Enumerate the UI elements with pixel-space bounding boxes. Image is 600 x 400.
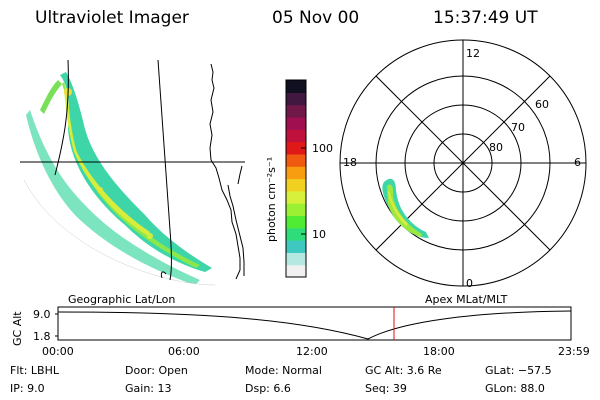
glat-status: GLat: −57.5 <box>485 364 552 377</box>
colorbar-cell <box>286 129 306 143</box>
filter-status: Flt: LBHL <box>10 364 59 377</box>
colorbar-cell <box>286 264 306 278</box>
colorbar-cell <box>286 166 306 180</box>
mlt-label-18: 18 <box>343 156 357 169</box>
colorbar-cell <box>286 240 306 253</box>
colorbar-cell <box>286 141 306 155</box>
colorbar-cell <box>286 215 306 229</box>
ip-status: IP: 9.0 <box>10 382 45 395</box>
date-label: 05 Nov 00 <box>272 8 360 28</box>
mlat-label-70: 70 <box>511 121 525 134</box>
time-tick-0000: 00:00 <box>42 345 74 358</box>
mlt-label-0: 0 <box>466 277 473 290</box>
colorbar-cell <box>286 178 306 192</box>
dsp-status: Dsp: 6.6 <box>245 382 291 395</box>
colorbar-tick-100: 100 <box>312 142 333 155</box>
colorbar-cell <box>286 203 306 217</box>
colorbar-cell <box>286 80 306 93</box>
geographic-image-panel <box>20 59 245 286</box>
colorbar-cell <box>286 92 306 106</box>
door-status: Door: Open <box>125 364 188 377</box>
seq-status: Seq: 39 <box>365 382 407 395</box>
colorbar-cell <box>286 116 306 130</box>
altitude-tick-low: 1.8 <box>33 330 51 343</box>
polar-panel-label: Apex MLat/MLT <box>425 293 508 306</box>
time-tick-2359: 23:59 <box>558 345 590 358</box>
colorbar-cell <box>286 227 306 241</box>
instrument-title: Ultraviolet Imager <box>35 8 189 28</box>
altitude-time-plot <box>55 306 572 341</box>
time-tick-1800: 18:00 <box>423 345 455 358</box>
mlt-label-6: 6 <box>574 156 581 169</box>
intensity-colorbar <box>285 79 307 278</box>
time-tick-0600: 06:00 <box>168 345 200 358</box>
colorbar-cell <box>286 153 306 167</box>
geographic-panel-label: Geographic Lat/Lon <box>68 293 176 306</box>
polar-mlat-mlt-panel <box>339 39 587 287</box>
altitude-axis-label: GC Alt <box>11 311 24 346</box>
colorbar-cell <box>286 252 306 266</box>
time-label: 15:37:49 UT <box>433 8 538 28</box>
time-tick-1200: 12:00 <box>296 345 328 358</box>
colorbar-unit-label: photon cm⁻²s⁻¹ <box>265 156 278 242</box>
gc-alt-status: GC Alt: 3.6 Re <box>365 364 442 377</box>
colorbar-tick-10: 10 <box>312 228 326 241</box>
mlt-label-12: 12 <box>466 47 480 60</box>
gain-status: Gain: 13 <box>125 382 172 395</box>
colorbar-cell <box>286 190 306 204</box>
altitude-tick-high: 9.0 <box>33 308 51 321</box>
colorbar-cell <box>286 104 306 118</box>
mlat-label-80: 80 <box>489 141 503 154</box>
polar-aurora <box>382 178 429 238</box>
mode-status: Mode: Normal <box>245 364 322 377</box>
mlat-label-60: 60 <box>535 98 549 111</box>
glon-status: GLon: 88.0 <box>485 382 545 395</box>
geographic-aurora <box>26 72 212 285</box>
